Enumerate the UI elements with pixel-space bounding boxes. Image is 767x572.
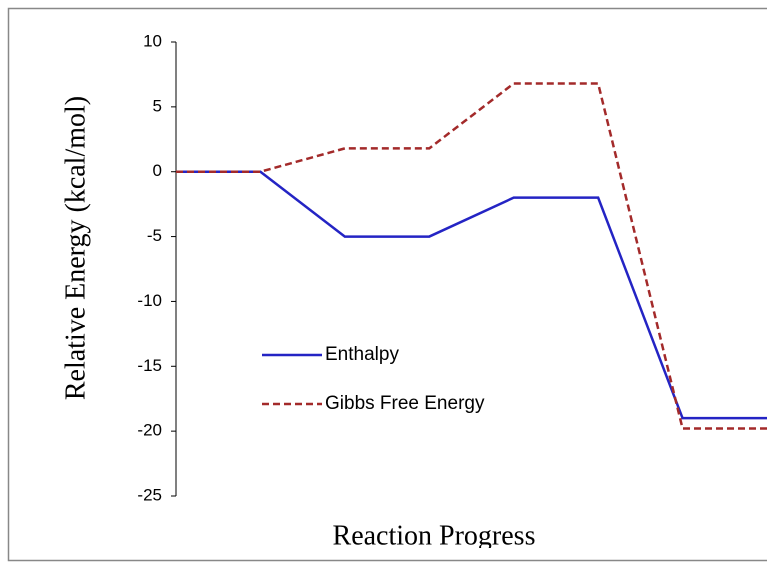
chart-frame xyxy=(7,7,767,562)
y-axis-label: Relative Energy (kcal/mol) xyxy=(60,96,91,400)
legend-label: Gibbs Free Energy xyxy=(325,393,485,414)
y-tick-label: -15 xyxy=(137,356,162,375)
y-tick-label: -20 xyxy=(137,421,162,440)
x-axis-label: Reaction Progress xyxy=(333,520,536,551)
legend-label: Enthalpy xyxy=(325,344,399,365)
y-tick-label: 0 xyxy=(153,161,162,180)
y-tick-label: -5 xyxy=(147,226,162,245)
series-line xyxy=(176,170,767,420)
y-tick-label: -10 xyxy=(137,291,162,310)
y-tick-label: 10 xyxy=(143,31,162,50)
y-tick-label: 5 xyxy=(153,96,162,115)
series-line xyxy=(176,82,767,430)
y-tick-label: -25 xyxy=(137,485,162,504)
